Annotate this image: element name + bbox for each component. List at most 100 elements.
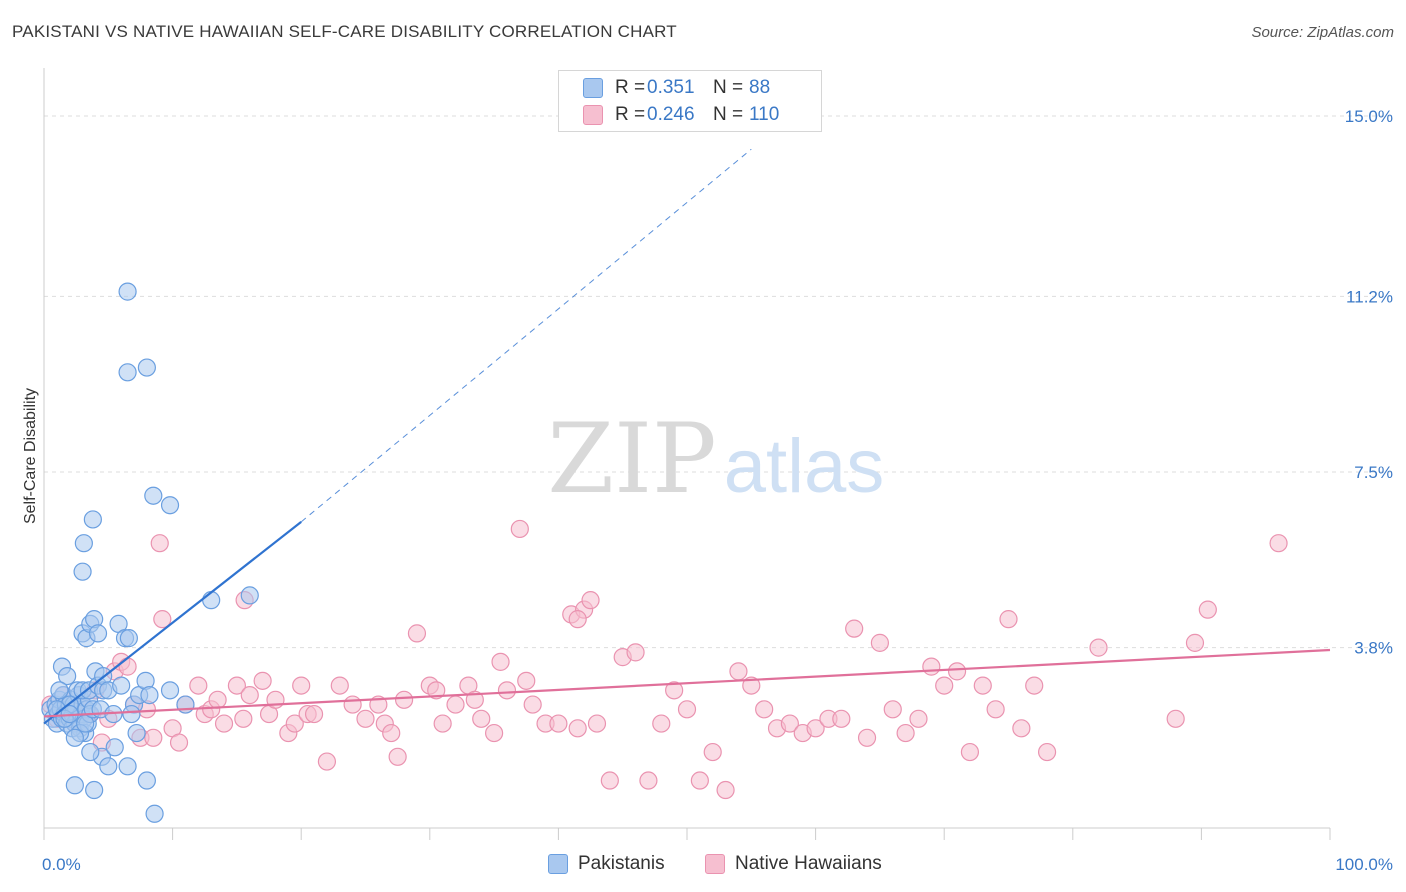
data-point — [832, 709, 851, 728]
pakistanis-label: Pakistanis — [578, 853, 665, 874]
data-point — [144, 486, 163, 505]
watermark-zip: ZIP — [547, 403, 716, 515]
pakistanis-trend-line — [43, 520, 302, 725]
data-point — [240, 586, 259, 605]
data-point — [1089, 638, 1108, 657]
data-point — [65, 728, 84, 747]
data-point — [677, 700, 697, 719]
data-point — [240, 685, 259, 705]
y-tick-label: 15.0% — [1345, 107, 1393, 126]
n-value: 110 — [749, 104, 780, 125]
data-point — [806, 719, 825, 738]
data-point — [703, 742, 722, 762]
y-tick-label: 3.8% — [1354, 639, 1393, 658]
legend-row-native-hawaiians: R = 0.246 N = 110 — [583, 103, 779, 127]
data-point — [122, 704, 141, 724]
data-point — [485, 723, 504, 743]
data-point — [140, 685, 159, 705]
data-point — [433, 714, 452, 733]
data-point — [523, 695, 542, 714]
data-point — [407, 624, 427, 643]
data-point — [169, 733, 189, 752]
native-hawaiians-label: Native Hawaiians — [735, 853, 882, 874]
data-point — [137, 771, 156, 790]
data-point — [285, 714, 304, 733]
data-point — [947, 662, 967, 681]
data-point — [160, 681, 180, 700]
pakistanis-swatch — [583, 78, 603, 98]
data-point — [292, 676, 311, 695]
gridlines — [44, 115, 1394, 649]
y-tick-label: 11.2% — [1346, 287, 1393, 306]
x-tick-label-min: 0.0% — [42, 855, 81, 874]
data-point — [729, 662, 748, 681]
data-point — [909, 709, 928, 728]
data-point — [118, 657, 137, 676]
bottom-legend-native-hawaiians: Native Hawaiians — [705, 852, 882, 876]
data-point — [227, 676, 246, 695]
data-point — [883, 700, 902, 719]
data-point — [755, 700, 774, 719]
data-point — [144, 728, 163, 747]
data-point — [960, 742, 980, 762]
data-point — [81, 742, 100, 762]
data-point — [153, 610, 172, 629]
data-point — [58, 667, 77, 686]
data-point — [999, 610, 1018, 629]
n-label: N = — [713, 104, 744, 125]
data-point — [549, 714, 568, 733]
data-point — [626, 643, 645, 662]
data-point — [465, 690, 484, 709]
watermark-atlas: atlas — [724, 424, 885, 509]
data-point — [150, 534, 169, 553]
r-label: R = — [615, 104, 646, 125]
r-label: R = — [615, 77, 646, 98]
data-point — [394, 690, 414, 709]
y-tick-label: 7.5% — [1354, 463, 1393, 482]
pakistanis-points — [41, 282, 259, 823]
data-point — [304, 704, 324, 724]
data-point — [330, 676, 349, 695]
data-point — [1012, 719, 1031, 738]
data-point — [600, 771, 619, 790]
data-point — [127, 723, 146, 743]
data-point — [973, 676, 992, 695]
data-point — [388, 747, 407, 766]
data-point — [857, 728, 877, 747]
data-point — [517, 671, 536, 690]
data-point — [986, 700, 1005, 719]
data-point — [202, 591, 221, 610]
pakistanis-trend-extension — [300, 148, 752, 523]
source-label: Source: ZipAtlas.com — [1251, 24, 1394, 41]
data-point — [73, 562, 92, 581]
data-point — [870, 633, 890, 652]
data-point — [343, 695, 362, 714]
data-point — [208, 690, 227, 709]
native-hawaiians-points — [41, 519, 1288, 800]
data-point — [716, 780, 735, 800]
data-point — [510, 519, 529, 539]
data-point — [112, 676, 131, 695]
data-point — [50, 681, 69, 700]
data-point — [118, 363, 137, 382]
data-point — [118, 282, 137, 301]
native-hawaiians-trend-line — [43, 648, 1331, 718]
data-point — [1185, 633, 1205, 652]
y-axis-title: Self-Care Disability — [22, 388, 39, 524]
data-point — [587, 714, 607, 733]
n-value: 88 — [749, 77, 771, 98]
chart-title: PAKISTANI VS NATIVE HAWAIIAN SELF-CARE D… — [12, 22, 677, 41]
legend-row-pakistanis: R = 0.351 N = 88 — [583, 76, 770, 100]
data-point — [1166, 709, 1185, 728]
data-point — [234, 709, 253, 728]
trend-lines — [43, 148, 1331, 725]
data-point — [935, 676, 954, 695]
data-point — [652, 714, 671, 733]
data-point — [105, 738, 124, 757]
data-point — [446, 695, 465, 714]
data-point — [665, 681, 684, 700]
r-value: 0.351 — [647, 77, 695, 98]
data-point — [119, 629, 138, 648]
n-label: N = — [713, 77, 744, 98]
data-point — [1037, 742, 1057, 762]
